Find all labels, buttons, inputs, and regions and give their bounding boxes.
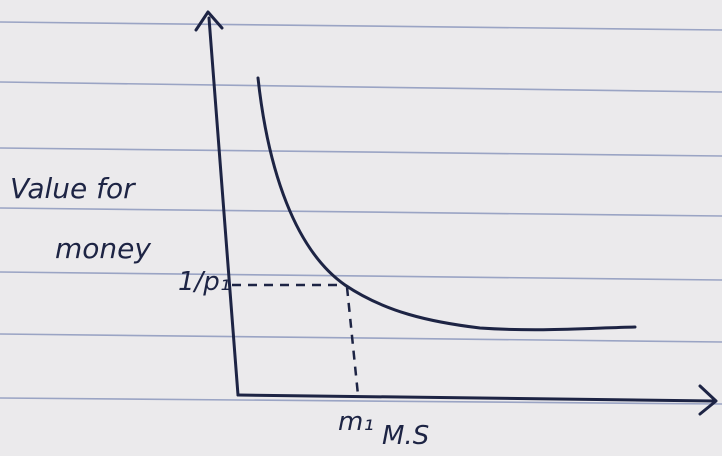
- paper: [0, 0, 722, 456]
- x-axis-label: M.S: [382, 421, 429, 451]
- y-marker-label: 1/p₁: [178, 267, 230, 297]
- y-axis-label: Value for: [10, 172, 136, 205]
- y-axis-label: money: [55, 232, 151, 265]
- sketch-page: Value for money 1/p₁ m₁ M.S: [0, 0, 722, 456]
- x-marker-label: m₁: [338, 407, 374, 437]
